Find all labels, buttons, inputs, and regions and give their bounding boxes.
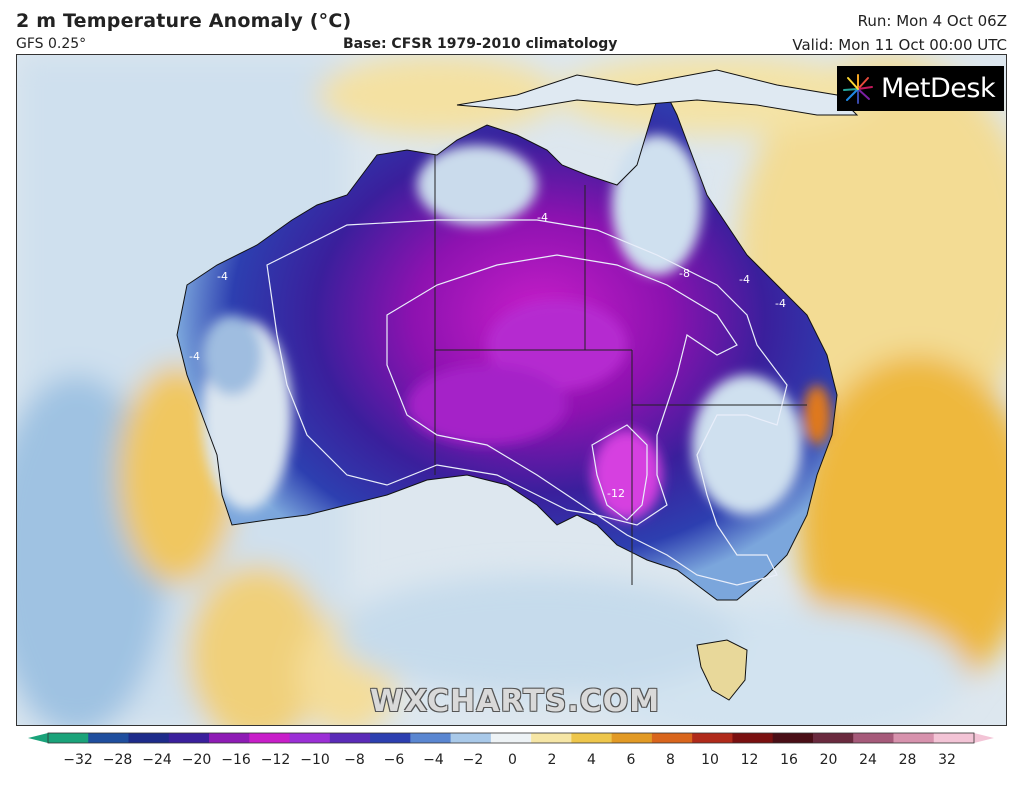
colorbar-segment [88, 733, 130, 743]
colorbar-segment [48, 733, 89, 743]
colorbar-segment [853, 733, 894, 743]
state-borders [434, 155, 807, 585]
colorbar-left-arrow [28, 733, 48, 743]
contour-label-minus12: -12 [607, 487, 625, 500]
contour-label-minus4-a: -4 [537, 211, 548, 224]
metdesk-logo: MetDesk [837, 66, 1004, 111]
land-detail [202, 135, 831, 520]
colorbar-segment [692, 733, 733, 743]
colorbar-tick-label: −8 [344, 752, 365, 768]
colorbar-segment [772, 733, 814, 743]
anomaly-contours [266, 219, 788, 586]
colorbar-tick-label: −4 [423, 752, 444, 768]
colorbar-segment [168, 733, 210, 743]
colorbar-tick-label: −10 [300, 752, 330, 768]
colorbar-tick-label: 6 [626, 752, 636, 768]
colorbar-tick-label: −24 [142, 752, 172, 768]
colorbar-segment [128, 733, 170, 743]
metdesk-burst-icon [843, 73, 873, 104]
colorbar-segment [893, 733, 935, 743]
chart-title: 2 m Temperature Anomaly (°C) [16, 10, 352, 32]
colorbar-frame [47, 732, 975, 744]
valid-label: Valid: Mon 11 Oct 00:00 UTC [792, 36, 1007, 54]
colorbar-segment [329, 733, 371, 743]
colorbar-tick-label: 32 [938, 752, 956, 768]
colorbar-tick-label: 0 [508, 752, 517, 768]
colorbar-segment [933, 733, 975, 743]
base-label: Base: CFSR 1979-2010 climatology [343, 36, 618, 52]
colorbar-segment [289, 733, 331, 743]
model-label: GFS 0.25° [16, 36, 87, 52]
colorbar-segment [490, 733, 532, 743]
colorbar-tick-label: 16 [780, 752, 798, 768]
colorbar-segment [611, 733, 653, 743]
australia-coastline [176, 83, 838, 601]
metdesk-logo-text: MetDesk [881, 73, 996, 104]
contour-label-minus8: -8 [679, 267, 690, 280]
contour-label-minus4-d: -4 [739, 273, 750, 286]
colorbar-segment [450, 733, 492, 743]
colorbar-tick-label: −12 [260, 752, 291, 768]
colorbar-tick-label: −20 [181, 752, 212, 768]
colorbar-tick-label: −28 [102, 752, 133, 768]
colorbar-segment [571, 733, 613, 743]
tasmania [696, 639, 748, 701]
colorbar-tick-label: 20 [819, 752, 838, 768]
colorbar-tick-label: −6 [383, 752, 405, 768]
run-label: Run: Mon 4 Oct 06Z [857, 12, 1007, 30]
colorbar-tick-label: 12 [740, 752, 759, 768]
colorbar-segment [249, 733, 291, 743]
colorbar-tick-label: −2 [462, 752, 484, 768]
anomaly-map: -4 -4 -4 -4 -4 -8 -12 [16, 54, 1007, 726]
wxcharts-watermark: WXCHARTS.COM [370, 684, 661, 719]
colorbar-tick-label: 10 [701, 752, 719, 768]
colorbar-tick-label: −32 [63, 752, 93, 768]
colorbar-tick-label: 28 [898, 752, 917, 768]
colorbar-segment [732, 733, 774, 743]
colorbar-tick-label: 4 [587, 752, 596, 768]
colorbar-right-arrow [974, 733, 994, 743]
contour-label-minus4-b: -4 [217, 270, 228, 283]
colorbar [28, 732, 994, 744]
colorbar-tick-label: 8 [666, 752, 675, 768]
colorbar-tick-label: 2 [547, 752, 557, 768]
contour-label-minus4-e: -4 [775, 297, 786, 310]
colorbar-segment [812, 733, 854, 743]
colorbar-tick-label: −16 [221, 752, 251, 768]
colorbar-segment [531, 733, 572, 743]
contour-label-minus4-c: -4 [189, 350, 200, 363]
colorbar-segment [410, 733, 452, 743]
colorbar-tick-label: 24 [859, 752, 877, 768]
new-guinea-coast [456, 69, 859, 116]
colorbar-segment [209, 733, 250, 743]
colorbar-segment [370, 733, 411, 743]
map-canvas: -4 -4 -4 -4 -4 -8 -12 [17, 55, 1006, 725]
colorbar-segment [651, 733, 693, 743]
